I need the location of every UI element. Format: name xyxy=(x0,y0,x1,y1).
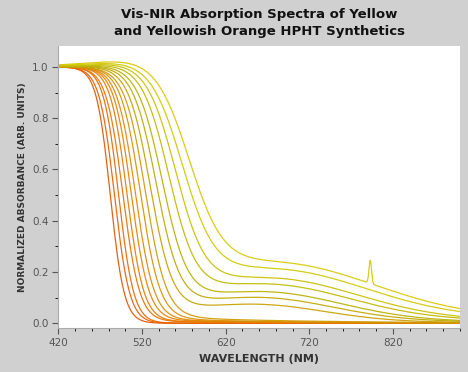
X-axis label: WAVELENGTH (NM): WAVELENGTH (NM) xyxy=(199,354,319,364)
Title: Vis-NIR Absorption Spectra of Yellow
and Yellowish Orange HPHT Synthetics: Vis-NIR Absorption Spectra of Yellow and… xyxy=(114,8,404,38)
Y-axis label: NORMALIZED ABSORBANCE (ARB. UNITS): NORMALIZED ABSORBANCE (ARB. UNITS) xyxy=(18,83,27,292)
